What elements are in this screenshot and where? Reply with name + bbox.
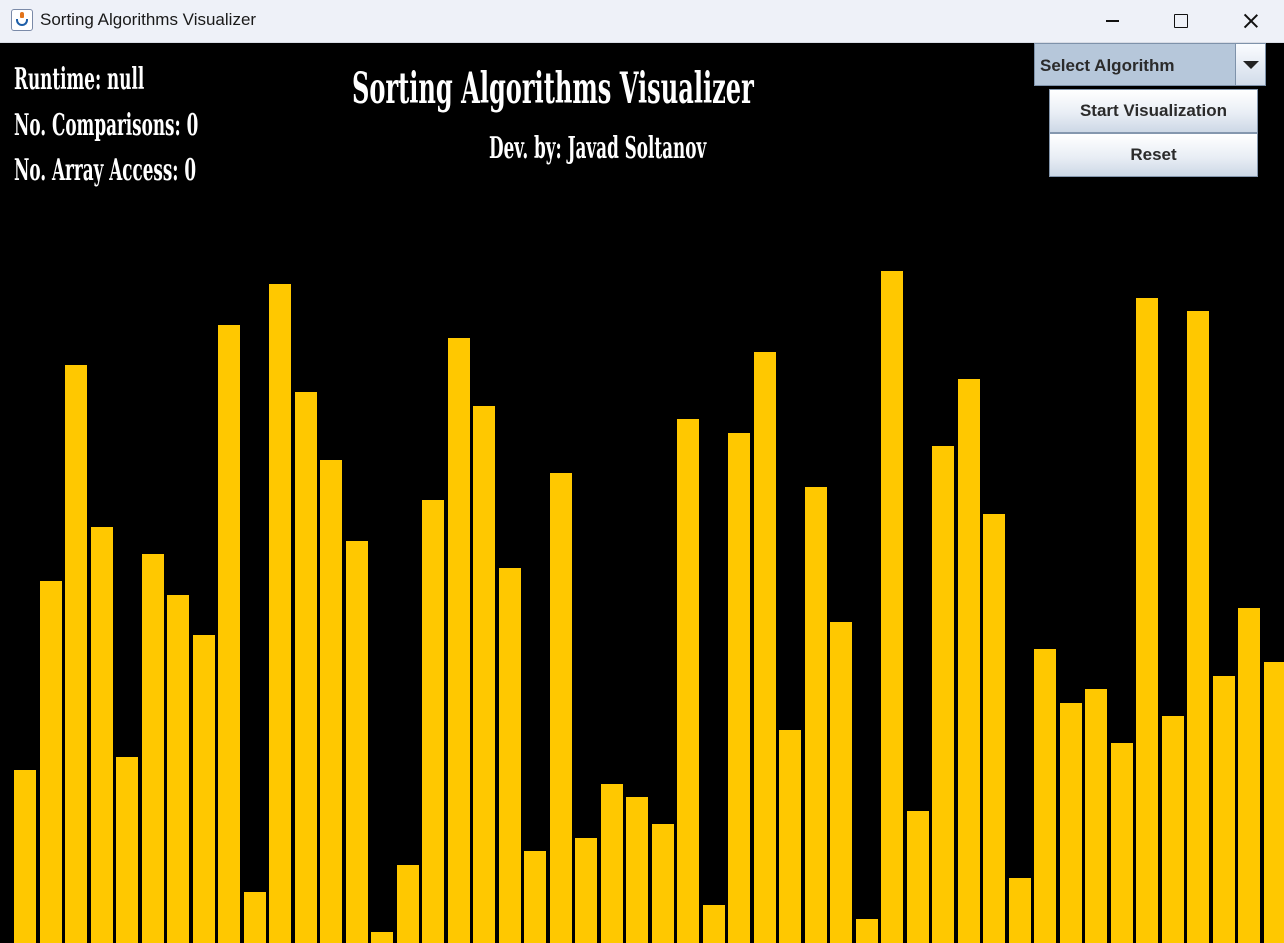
algorithm-select[interactable]: Select Algorithm	[1034, 43, 1266, 86]
array-bar	[575, 838, 597, 943]
array-bar	[1161, 716, 1184, 943]
array-bar	[1238, 608, 1260, 943]
array-bar	[1110, 743, 1133, 943]
array-bar	[1034, 649, 1056, 943]
array-bar	[141, 554, 164, 943]
array-bar	[447, 338, 470, 943]
array-bar	[524, 851, 546, 943]
array-bar	[702, 905, 725, 943]
array-bar	[983, 514, 1005, 943]
array-bar	[1059, 703, 1082, 943]
reset-button[interactable]: Reset	[1049, 133, 1258, 177]
start-visualization-button[interactable]: Start Visualization	[1049, 89, 1258, 133]
page-title: Sorting Algorithms Visualizer	[352, 64, 754, 114]
array-bar	[651, 824, 674, 943]
array-bar	[1187, 311, 1209, 943]
window-title: Sorting Algorithms Visualizer	[40, 10, 257, 29]
array-bar	[243, 892, 266, 943]
maximize-button[interactable]	[1146, 0, 1216, 42]
array-bar	[932, 446, 954, 943]
array-bar	[804, 487, 827, 943]
array-bar	[371, 932, 393, 943]
array-bar	[957, 379, 980, 943]
array-bar	[473, 406, 495, 943]
array-bar	[677, 419, 699, 943]
array-bar	[906, 811, 929, 943]
array-bar	[1212, 676, 1235, 943]
java-app-icon	[11, 9, 33, 31]
array-bar	[830, 622, 852, 943]
array-bar	[1136, 298, 1158, 943]
array-bar	[422, 500, 444, 943]
array-bar	[549, 473, 572, 943]
array-bar	[881, 271, 903, 943]
array-bars	[0, 43, 1284, 943]
array-bar	[269, 284, 291, 943]
array-bar	[498, 568, 521, 943]
array-bar	[779, 730, 801, 943]
array-bar	[753, 352, 776, 943]
array-bar	[320, 460, 342, 943]
array-bar	[14, 770, 36, 943]
close-button[interactable]	[1216, 0, 1284, 42]
comparisons-label: No. Comparisons: 0	[14, 108, 199, 143]
array-bar	[39, 581, 62, 943]
array-bar	[1263, 662, 1284, 943]
minimize-button[interactable]	[1076, 0, 1146, 42]
chevron-down-icon[interactable]	[1235, 44, 1265, 85]
visualizer-canvas: Runtime: null No. Comparisons: 0 No. Arr…	[0, 43, 1284, 943]
array-bar	[294, 392, 317, 943]
window-title-bar: Sorting Algorithms Visualizer	[0, 0, 1284, 43]
array-bar	[728, 433, 750, 943]
array-bar	[65, 365, 87, 943]
array-bar	[90, 527, 113, 943]
array-bar	[855, 919, 878, 943]
array-access-label: No. Array Access: 0	[14, 153, 197, 188]
array-bar	[626, 797, 648, 943]
runtime-label: Runtime: null	[14, 62, 145, 97]
array-bar	[345, 541, 368, 943]
array-bar	[600, 784, 623, 943]
array-bar	[116, 757, 138, 943]
algorithm-select-value: Select Algorithm	[1040, 56, 1175, 75]
array-bar	[218, 325, 240, 943]
array-bar	[167, 595, 189, 943]
array-bar	[1008, 878, 1031, 943]
developer-credit: Dev. by: Javad Soltanov	[489, 131, 707, 166]
array-bar	[396, 865, 419, 943]
array-bar	[192, 635, 215, 943]
array-bar	[1085, 689, 1107, 943]
